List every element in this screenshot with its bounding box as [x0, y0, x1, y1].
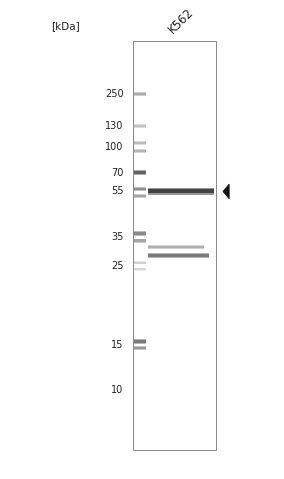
Bar — [134, 194, 146, 198]
Text: 250: 250 — [105, 89, 124, 99]
Bar — [134, 268, 146, 270]
Text: 35: 35 — [111, 232, 124, 242]
Bar — [134, 92, 146, 96]
Polygon shape — [223, 184, 229, 199]
Bar — [134, 347, 146, 349]
Bar — [148, 246, 204, 248]
Text: 55: 55 — [111, 186, 124, 196]
Bar — [134, 150, 146, 152]
Bar — [148, 252, 209, 258]
Bar — [134, 240, 146, 242]
Bar — [134, 186, 146, 192]
Text: 15: 15 — [111, 340, 124, 350]
Bar — [134, 195, 146, 197]
Text: K562: K562 — [166, 6, 196, 36]
Bar — [148, 188, 214, 195]
Bar — [134, 268, 146, 271]
Bar — [134, 340, 146, 343]
Bar — [134, 93, 146, 95]
Bar — [134, 142, 146, 144]
Bar — [134, 346, 146, 350]
Text: 100: 100 — [105, 142, 124, 152]
Bar — [148, 254, 209, 257]
Bar — [134, 149, 146, 153]
Bar — [134, 232, 146, 235]
Bar — [134, 125, 146, 127]
Bar — [148, 189, 214, 194]
Bar — [134, 239, 146, 243]
Text: 70: 70 — [111, 168, 124, 178]
Text: 10: 10 — [111, 385, 124, 395]
Text: 25: 25 — [111, 261, 124, 271]
Bar — [134, 170, 146, 175]
Bar — [148, 245, 204, 249]
Bar — [134, 171, 146, 174]
Bar — [134, 261, 146, 264]
Text: [kDa]: [kDa] — [51, 22, 80, 31]
Text: 130: 130 — [105, 121, 124, 131]
Bar — [134, 124, 146, 127]
Bar — [134, 231, 146, 236]
Bar — [134, 262, 146, 263]
Bar — [134, 188, 146, 190]
Bar — [134, 141, 146, 145]
Bar — [133, 41, 216, 450]
Bar — [134, 339, 146, 344]
